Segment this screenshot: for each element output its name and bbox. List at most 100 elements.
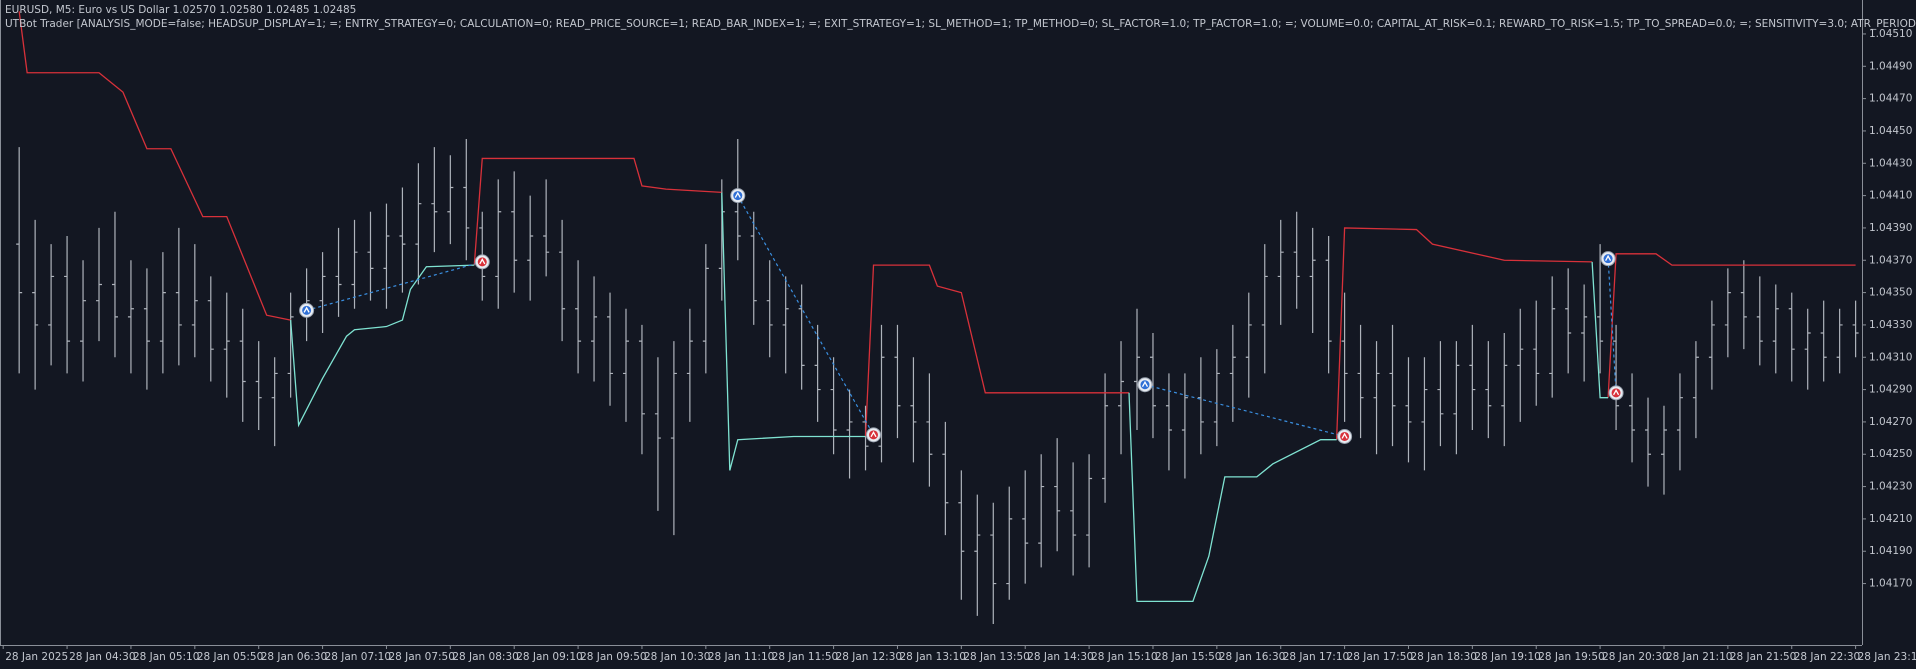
x-tick-label: 28 Jan 05:50 — [197, 651, 263, 663]
x-tick-label: 28 Jan 15:50 — [1155, 651, 1221, 663]
price-bar — [1118, 341, 1125, 455]
marker-arrow — [1141, 380, 1149, 388]
price-bar — [1070, 462, 1077, 576]
marker-arrow — [734, 191, 741, 198]
y-tick-label: 1.04510 — [1869, 28, 1912, 40]
marker-core — [1611, 388, 1621, 398]
price-bar — [591, 276, 598, 382]
price-bar — [319, 252, 326, 334]
price-bar — [143, 268, 150, 390]
entry-marker — [730, 188, 746, 204]
price-bar — [686, 308, 693, 422]
price-bar — [1373, 341, 1380, 455]
price-bar — [1022, 470, 1029, 584]
price-bar — [1549, 276, 1556, 398]
price-bar — [1740, 260, 1747, 350]
price-bar — [1165, 373, 1172, 471]
x-tick-label: 28 Jan 21:50 — [1730, 651, 1796, 663]
price-bar — [1692, 341, 1699, 439]
price-bar — [399, 187, 406, 293]
price-bar — [111, 211, 118, 358]
price-bar — [1293, 211, 1300, 309]
y-tick-label: 1.04250 — [1869, 448, 1912, 460]
price-bar — [1453, 341, 1460, 455]
price-bar — [1309, 227, 1316, 334]
price-bar — [670, 341, 677, 536]
price-bar — [64, 236, 71, 374]
price-bar — [1149, 333, 1156, 439]
price-bar — [1054, 438, 1061, 552]
trade-line — [306, 261, 483, 311]
x-tick-label: 28 Jan 11:10 — [708, 651, 774, 663]
y-tick-label: 1.04370 — [1869, 254, 1912, 266]
x-tick-label: 28 Jan 04:30 — [69, 651, 135, 663]
price-bar — [782, 276, 789, 374]
price-bar — [766, 260, 773, 358]
price-bar — [846, 389, 853, 479]
price-bar — [447, 155, 454, 245]
price-bar — [974, 494, 981, 616]
y-tick-label: 1.04430 — [1869, 157, 1912, 169]
trailing-stop-line — [18, 11, 1856, 440]
marker-arrow — [1605, 254, 1612, 261]
x-tick-label: 28 Jan 11:50 — [772, 651, 838, 663]
price-bar — [1645, 397, 1652, 487]
price-bar — [175, 227, 182, 366]
price-bar — [1724, 268, 1731, 358]
price-bar — [1086, 454, 1093, 568]
x-tick-label: 28 Jan 21:10 — [1666, 651, 1732, 663]
price-bar — [1197, 357, 1204, 455]
price-bar — [239, 308, 246, 422]
price-bar — [1006, 486, 1013, 600]
price-bar — [1629, 373, 1636, 463]
trailing-stop-line — [289, 192, 1609, 603]
price-bar — [1277, 219, 1284, 325]
y-tick-label: 1.04490 — [1869, 60, 1912, 72]
price-bar — [1772, 284, 1779, 374]
price-bar — [1517, 308, 1524, 422]
x-tick-label: 28 Jan 13:50 — [963, 651, 1029, 663]
price-bar — [511, 171, 518, 293]
x-tick-label: 28 Jan 14:30 — [1027, 651, 1093, 663]
price-bar — [702, 244, 709, 374]
x-tick-label: 28 Jan 17:10 — [1283, 651, 1349, 663]
x-tick-label: 28 Jan 17:50 — [1347, 651, 1413, 663]
price-bar — [1501, 333, 1508, 447]
y-tick-label: 1.04210 — [1869, 513, 1912, 525]
y-tick-label: 1.04190 — [1869, 545, 1912, 557]
price-bar — [830, 357, 837, 455]
marker-core — [1140, 380, 1150, 390]
price-bar — [942, 421, 949, 536]
price-bar — [223, 292, 230, 398]
y-tick-label: 1.04450 — [1869, 125, 1912, 137]
trade-line — [1607, 258, 1617, 393]
price-bar — [1421, 357, 1428, 471]
y-tick-label: 1.04390 — [1869, 222, 1912, 234]
price-bar — [622, 308, 629, 422]
price-bar — [463, 139, 470, 261]
y-tick-label: 1.04270 — [1869, 416, 1912, 428]
x-tick-label: 28 Jan 07:10 — [325, 651, 391, 663]
entry-marker — [1600, 251, 1616, 267]
price-bar — [1341, 292, 1348, 422]
price-bar — [16, 147, 23, 374]
price-bar — [1676, 373, 1683, 471]
price-bar — [1660, 405, 1667, 495]
marker-arrow — [1341, 432, 1348, 439]
marker-arrow — [1613, 388, 1620, 396]
price-bar — [1836, 308, 1843, 374]
price-bar — [1533, 300, 1540, 406]
price-bar — [862, 405, 869, 471]
marker-arrow — [303, 306, 310, 313]
price-bar — [607, 292, 614, 406]
chart-title: EURUSD, M5: Euro vs US Dollar 1.02570 1.… — [5, 4, 356, 16]
price-bar — [1437, 341, 1444, 447]
price-bar — [878, 324, 885, 463]
price-bar — [894, 324, 901, 439]
price-bar — [638, 324, 645, 455]
price-bar — [415, 163, 422, 285]
price-bar — [1261, 244, 1268, 374]
y-tick-label: 1.04330 — [1869, 319, 1912, 331]
